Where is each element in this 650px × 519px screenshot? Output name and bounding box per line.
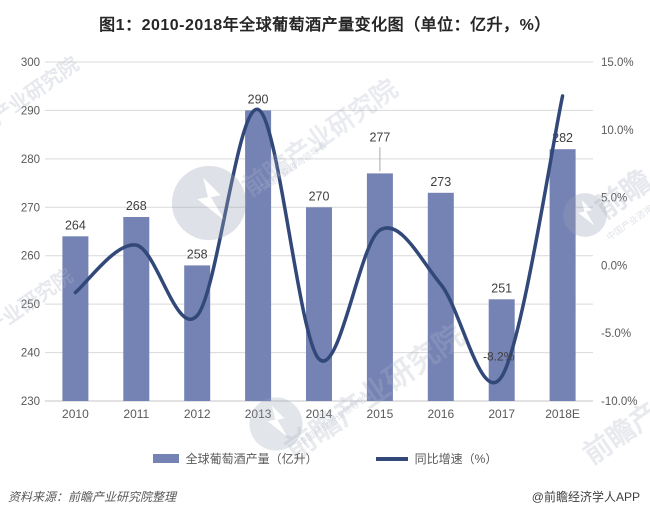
credit-note: @前瞻经济学人APP	[531, 490, 640, 504]
left-axis-tick: 230	[21, 396, 40, 408]
bar-label-2017: 251	[491, 281, 512, 295]
x-axis-label-2015: 2015	[367, 407, 394, 421]
right-axis-tick: -5.0%	[601, 328, 631, 340]
chart-title: 图1：2010-2018年全球葡萄酒产量变化图（单位：亿升，%）	[99, 17, 551, 34]
left-axis-tick: 250	[21, 299, 40, 311]
bar-label-2013: 290	[248, 92, 269, 106]
x-axis-label-2016: 2016	[427, 407, 454, 421]
combo-chart: 264 268 258 290 270 277 273 251 282 -8.2% 300 290 28…	[21, 57, 638, 421]
left-axis-tick: 300	[21, 57, 40, 69]
left-axis-tick: 260	[21, 251, 40, 263]
right-axis-tick: 0.0%	[601, 260, 627, 272]
x-axis-label-2018E: 2018E	[545, 407, 580, 421]
bar-2013	[245, 110, 272, 402]
right-axis-tick: 5.0%	[601, 193, 627, 205]
legend-label-growth: 同比增速（%）	[414, 452, 498, 466]
right-axis-tick: -10.0%	[601, 396, 637, 408]
left-axis-tick: 270	[21, 202, 40, 214]
growth-line	[73, 94, 565, 385]
bar-2018E	[549, 149, 576, 401]
bar-series-swatch	[152, 454, 179, 463]
x-axis-label-2011: 2011	[123, 407, 149, 421]
bar-label-2011: 268	[126, 199, 147, 213]
x-axis-label-2012: 2012	[184, 407, 211, 421]
left-axis-tick: 280	[21, 154, 40, 166]
bar-label-2015: 277	[369, 130, 390, 144]
line-annotation-2017: -8.2%	[483, 350, 515, 364]
legend-label-production: 全球葡萄酒产量（亿升）	[185, 452, 318, 466]
x-axis-label-2013: 2013	[245, 407, 272, 421]
line-series-swatch	[375, 456, 408, 461]
bar-label-2010: 264	[65, 218, 86, 232]
bar-label-2016: 273	[430, 175, 451, 189]
bar-2012	[184, 265, 211, 401]
bar-2015	[366, 173, 393, 401]
bar-label-2012: 258	[187, 247, 208, 261]
legend-item-growth: 同比增速（%）	[375, 450, 498, 467]
right-axis-tick: 10.0%	[601, 125, 634, 137]
legend-item-production: 全球葡萄酒产量（亿升）	[152, 450, 318, 467]
bar-label-2018E: 282	[552, 131, 573, 145]
left-axis-tick: 240	[21, 348, 40, 360]
bar-2014	[306, 207, 332, 401]
right-axis-tick: 15.0%	[601, 57, 634, 69]
x-axis-label-2010: 2010	[62, 407, 89, 421]
x-axis-label-2017: 2017	[488, 407, 515, 421]
bar-2010	[62, 236, 89, 401]
source-note: 资料来源：前瞻产业研究院整理	[8, 490, 177, 504]
bar-label-2014: 270	[309, 189, 330, 203]
legend: 全球葡萄酒产量（亿升） 同比增速（%）	[0, 450, 650, 467]
x-axis-label-2014: 2014	[306, 407, 333, 421]
left-axis-tick: 290	[21, 105, 40, 117]
